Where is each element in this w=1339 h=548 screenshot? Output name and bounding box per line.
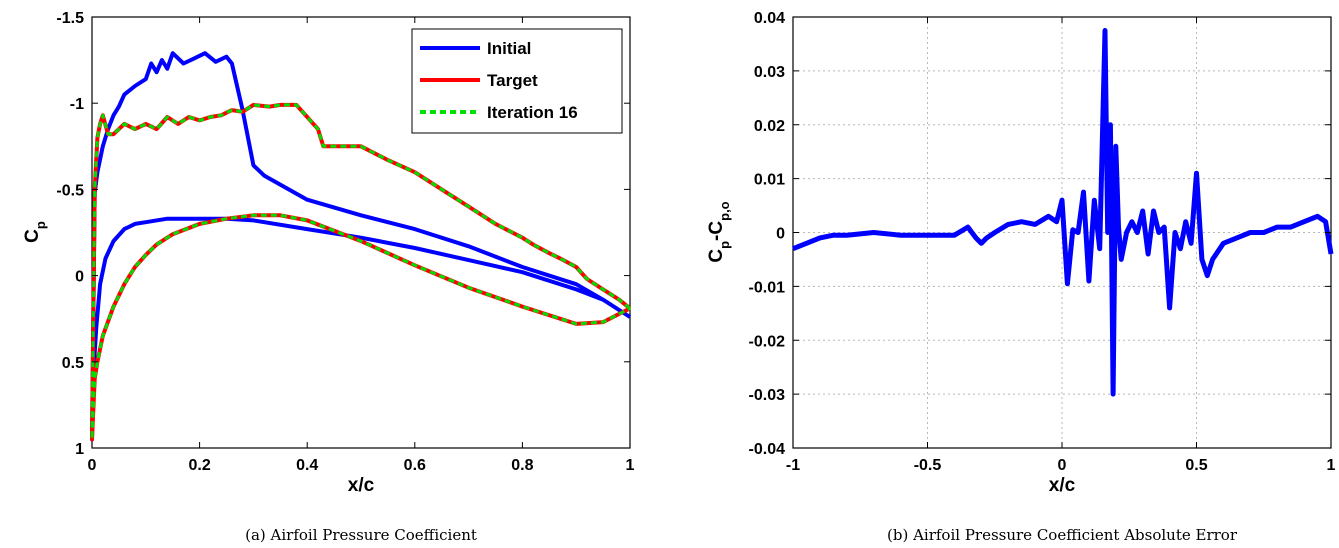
- x-tick-label: -1: [786, 457, 800, 474]
- y-tick-label: 0.04: [754, 10, 785, 27]
- y-tick-label: 0: [776, 226, 785, 243]
- ticks-b: -1 -0.5 0 0.5 1 -0.04 -0.03 -0.02 -0.01 0 0.01 0.02…: [749, 10, 1336, 474]
- y-axis-label-b-sub: p: [717, 241, 732, 249]
- series-line-error: [792, 28, 1334, 397]
- x-tick-label: 0.6: [404, 457, 426, 474]
- series-group-b: [792, 28, 1334, 397]
- x-tick-label: 0.2: [188, 457, 210, 474]
- series-line-initial: [90, 51, 632, 442]
- x-axis-label-b: x/c: [1049, 475, 1076, 496]
- x-tick-label: 0.5: [1185, 457, 1207, 474]
- legend-label-target: Target: [487, 71, 538, 90]
- y-tick-label: 0.02: [754, 118, 785, 135]
- y-tick-label: -0.04: [749, 441, 786, 458]
- y-tick-label: 0: [75, 269, 84, 286]
- y-tick-label: -0.03: [749, 387, 786, 404]
- y-tick-label: 0.5: [62, 355, 84, 372]
- y-axis-label-a-main: C: [22, 229, 43, 243]
- x-tick-label: -0.5: [914, 457, 942, 474]
- y-tick-label: -1.5: [56, 10, 84, 27]
- y-axis-label-b: Cp-Cp,o: [706, 201, 732, 262]
- chart-a: 0 0.2 0.4 0.6 0.8 1 -1.5 -1 -0.5 0 0.5 1 x/c Cp Ini…: [22, 10, 635, 544]
- legend-a: Initial Target Iteration 16: [411, 28, 623, 134]
- y-axis-label-b-main: C: [706, 249, 727, 263]
- y-tick-label: 0.01: [754, 172, 785, 189]
- y-tick-label: -0.02: [749, 333, 786, 350]
- legend-label-iteration: Iteration 16: [487, 103, 578, 122]
- y-axis-label-a: Cp: [22, 221, 48, 243]
- caption-a: (a) Airfoil Pressure Coefficient: [245, 526, 477, 544]
- series-group-a: [90, 51, 632, 442]
- legend-label-initial: Initial: [487, 39, 531, 58]
- x-tick-label: 0: [1058, 457, 1067, 474]
- y-axis-label-b-mid: -C: [706, 221, 727, 241]
- y-tick-label: 1: [75, 441, 84, 458]
- x-tick-label: 0: [88, 457, 97, 474]
- ticks-a: 0 0.2 0.4 0.6 0.8 1 -1.5 -1 -0.5 0 0.5 1: [56, 10, 634, 474]
- y-tick-label: -1: [70, 96, 84, 113]
- x-tick-label: 1: [1327, 457, 1336, 474]
- caption-b: (b) Airfoil Pressure Coefficient Absolut…: [887, 526, 1238, 544]
- x-tick-label: 0.4: [296, 457, 318, 474]
- series-line-iteration-16: [90, 103, 631, 441]
- y-axis-label-b-sub2: p,o: [717, 201, 732, 221]
- x-axis-label-a: x/c: [348, 475, 375, 496]
- y-tick-label: 0.03: [754, 64, 785, 81]
- chart-b: -1 -0.5 0 0.5 1 -0.04 -0.03 -0.02 -0.01 0 0.01 0.02…: [706, 10, 1336, 544]
- x-tick-label: 0.8: [511, 457, 533, 474]
- y-tick-label: -0.01: [749, 279, 786, 296]
- x-tick-label: 1: [626, 457, 635, 474]
- y-tick-label: -0.5: [56, 182, 84, 199]
- y-axis-label-a-sub: p: [33, 221, 48, 229]
